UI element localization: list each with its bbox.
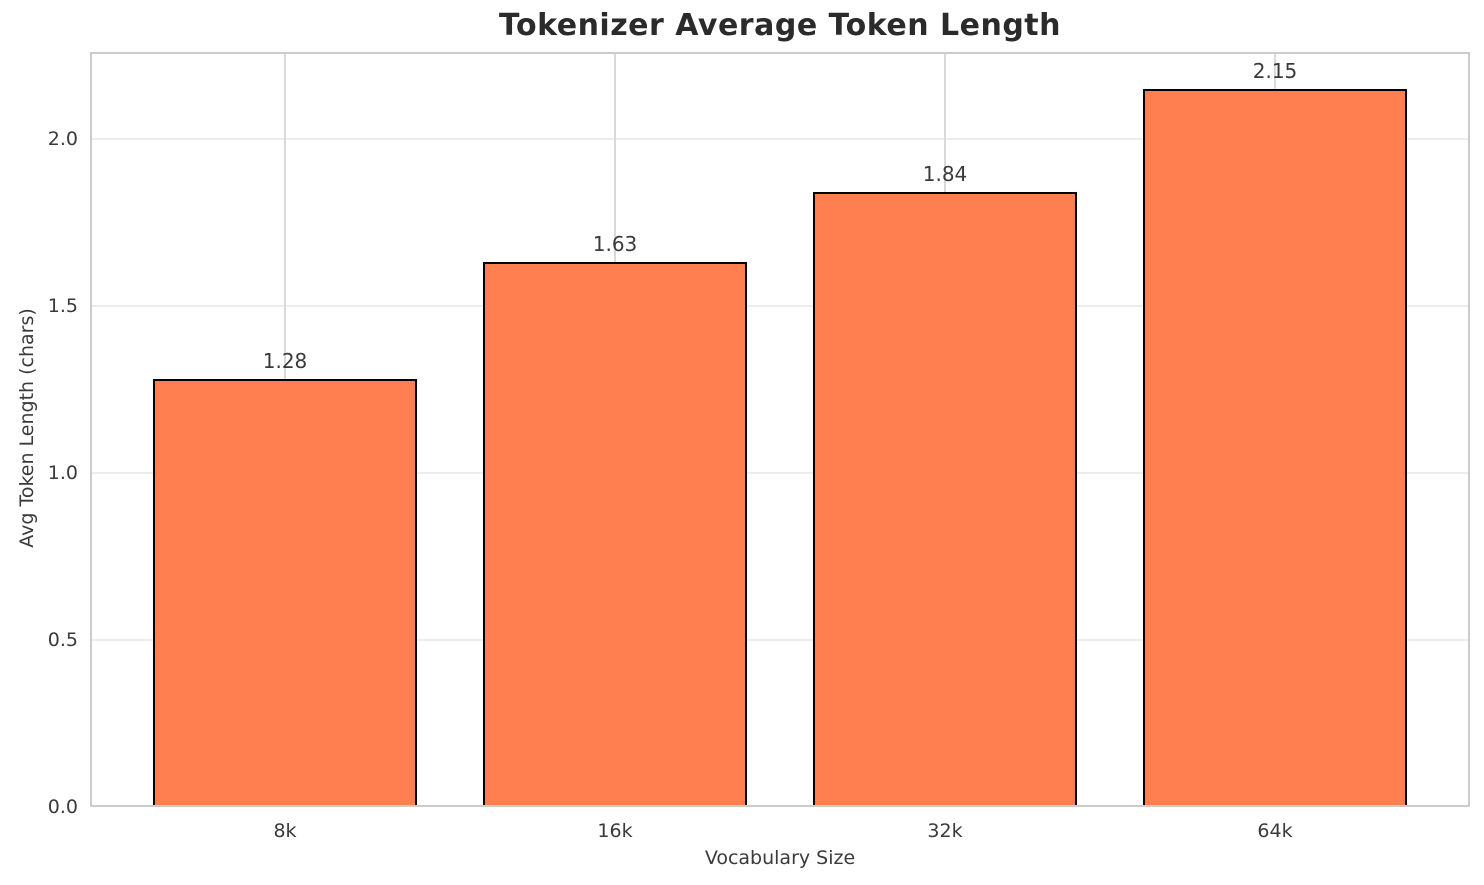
gridline-horizontal <box>90 638 1470 641</box>
bar-64k <box>1143 88 1407 807</box>
y-tick-label: 2.0 <box>47 127 78 150</box>
bar-value-label: 2.15 <box>1252 58 1298 83</box>
y-tick-label: 1.5 <box>47 294 78 317</box>
bar-value-label: 1.63 <box>592 232 638 257</box>
x-tick-label: 8k <box>273 820 297 842</box>
y-tick-label: 1.0 <box>47 461 78 484</box>
gridline-horizontal <box>90 137 1470 140</box>
bar-value-label: 1.84 <box>922 162 968 187</box>
y-tick-label: 0.5 <box>47 628 78 651</box>
bar-16k <box>483 262 747 807</box>
gridline-horizontal <box>90 471 1470 474</box>
y-tick-label: 0.0 <box>47 796 78 818</box>
gridline-horizontal <box>90 304 1470 307</box>
chart-title: Tokenizer Average Token Length <box>498 8 1061 43</box>
x-tick-label: 16k <box>597 820 633 842</box>
y-axis-title: Avg Token Length (chars) <box>16 308 38 548</box>
bar-value-label: 1.28 <box>262 349 308 374</box>
bar-8k <box>153 379 417 807</box>
x-tick-label: 64k <box>1257 820 1293 842</box>
bar-32k <box>813 192 1077 807</box>
plot-area <box>90 52 1470 807</box>
x-tick-label: 32k <box>927 820 963 842</box>
x-axis-title: Vocabulary Size <box>704 847 856 869</box>
